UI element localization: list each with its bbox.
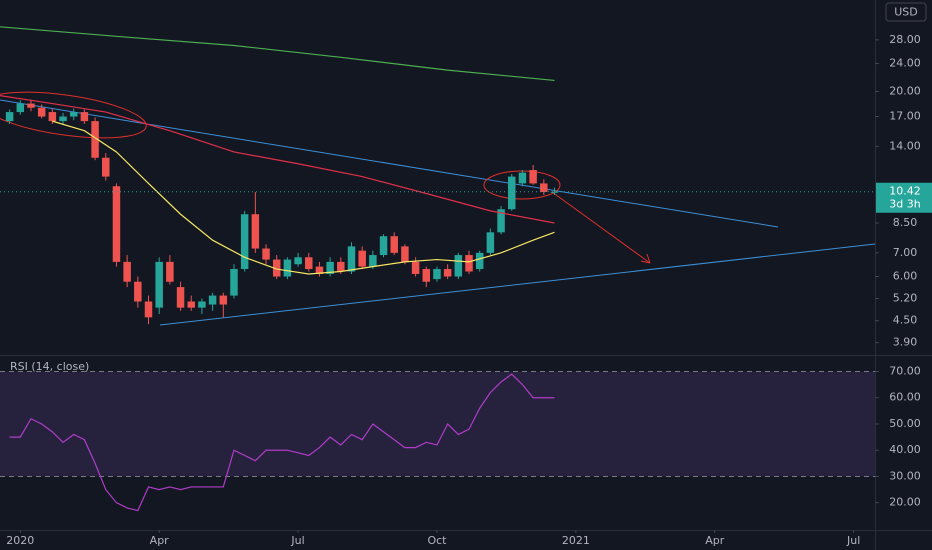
- trendline[interactable]: [159, 243, 876, 326]
- candle-body: [486, 232, 495, 253]
- y-tick-label: 50.00: [889, 417, 921, 430]
- candle-body: [411, 261, 420, 274]
- candle-body: [358, 250, 366, 267]
- candle-body: [283, 259, 292, 277]
- y-tick-label: 28.00: [889, 33, 921, 46]
- y-tick-label: 7.00: [893, 246, 918, 259]
- candle-body: [465, 255, 473, 272]
- y-tick-label: 20.00: [889, 85, 921, 98]
- candle-body: [69, 112, 78, 117]
- trendline[interactable]: [0, 99, 779, 228]
- y-tick-label: 4.50: [893, 314, 918, 327]
- candle-body: [123, 261, 131, 282]
- candle-body: [518, 172, 527, 184]
- y-tick-label: 17.00: [889, 110, 921, 123]
- candle-body: [144, 301, 153, 318]
- candle-body: [369, 255, 377, 267]
- y-tick-label: 70.00: [889, 364, 921, 377]
- drawings: [0, 84, 876, 326]
- candle-body: [102, 157, 110, 177]
- candle-body: [187, 301, 195, 308]
- candle-body: [134, 281, 142, 302]
- arrow-head: [640, 253, 651, 264]
- x-tick-label: Oct: [427, 534, 447, 547]
- x-tick-label: Jul: [290, 534, 304, 547]
- x-tick-label: 2020: [6, 534, 34, 547]
- y-tick-label: 14.00: [889, 139, 921, 152]
- y-tick-label: 24.00: [889, 57, 921, 70]
- y-tick-label: 30.00: [889, 469, 921, 482]
- candle-body: [112, 186, 121, 262]
- candle-body: [347, 246, 356, 272]
- candle-body: [508, 176, 516, 210]
- candle-body: [443, 269, 452, 277]
- candle-body: [422, 269, 431, 282]
- x-tick-label: 2021: [562, 534, 590, 547]
- countdown: 3d 3h: [889, 198, 920, 211]
- y-tick-label: 20.00: [889, 496, 921, 509]
- candle-body: [166, 261, 174, 282]
- candle-body: [48, 112, 57, 122]
- candle-body: [315, 266, 324, 274]
- moving-average: [0, 95, 555, 224]
- last-price: 10.42: [889, 185, 921, 198]
- candle-body: [208, 295, 217, 305]
- currency-box[interactable]: [885, 2, 927, 22]
- moving-average: [0, 26, 555, 82]
- candle-body: [176, 287, 185, 308]
- candle-body: [91, 121, 99, 158]
- candle-body: [305, 257, 313, 270]
- candle-body: [337, 261, 345, 272]
- candle-body: [80, 112, 89, 122]
- candle-body: [433, 269, 441, 280]
- candle-body: [379, 236, 388, 256]
- candle-body: [262, 248, 270, 260]
- candle-body: [37, 107, 46, 117]
- candle-body: [198, 301, 206, 308]
- candle-body: [326, 261, 334, 274]
- candle-body: [59, 116, 67, 122]
- candle-body: [401, 246, 409, 262]
- candle-body: [529, 170, 537, 184]
- candle-body: [5, 112, 14, 122]
- candle-body: [272, 259, 281, 277]
- y-tick-label: 5.20: [893, 292, 918, 305]
- moving-average: [52, 120, 555, 275]
- y-tick-label: 8.50: [893, 216, 918, 229]
- candle-body: [497, 209, 505, 233]
- x-tick-label: Jul: [846, 534, 860, 547]
- rsi-line: [9, 373, 555, 512]
- y-tick-label: 3.90: [893, 336, 918, 349]
- candle-body: [230, 269, 238, 296]
- candle-body: [550, 191, 559, 193]
- x-tick-label: Apr: [150, 534, 170, 547]
- candle-body: [27, 103, 35, 108]
- candle-body: [294, 257, 302, 265]
- candle-body: [155, 261, 163, 308]
- currency: USD: [894, 6, 918, 19]
- candle-body: [540, 183, 548, 193]
- rsi-band: [0, 371, 875, 477]
- y-tick-label: 60.00: [889, 391, 921, 404]
- candle-body: [251, 214, 260, 249]
- last-price-box: [876, 182, 932, 213]
- candle-body: [16, 103, 25, 113]
- x-tick-label: Apr: [705, 534, 725, 547]
- arrow[interactable]: [551, 191, 651, 264]
- candle-body: [454, 255, 463, 277]
- candle-body: [219, 295, 228, 305]
- rsi-title: RSI (14, close): [10, 360, 89, 373]
- y-tick-label: 6.00: [893, 270, 918, 283]
- candle-body: [240, 214, 249, 270]
- y-tick-label: 40.00: [889, 443, 921, 456]
- candle-body: [475, 252, 484, 270]
- candle-body: [390, 236, 398, 253]
- ellipse[interactable]: [0, 84, 149, 146]
